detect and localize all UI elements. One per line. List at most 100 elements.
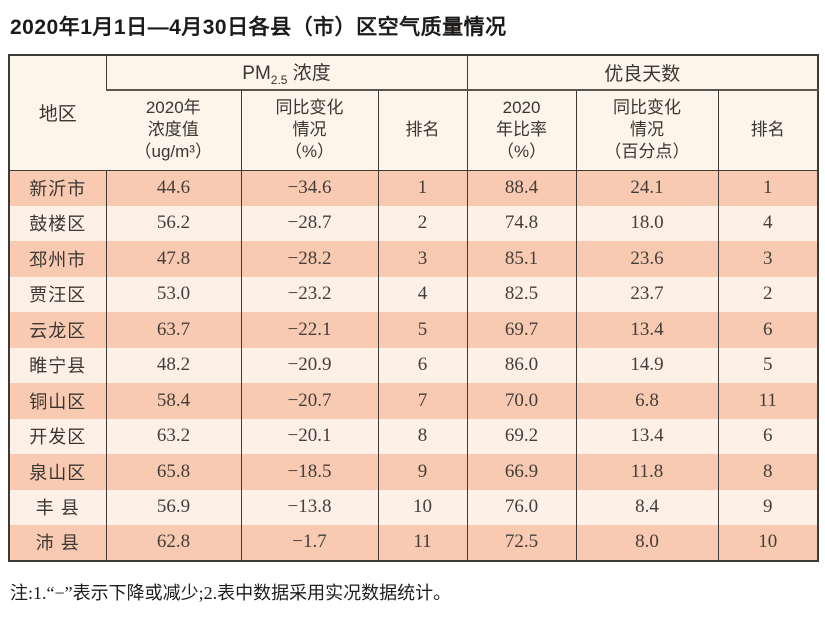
- table-row: 云龙区 63.7 −22.1 5 69.7 13.4 6: [9, 312, 819, 348]
- table-row: 铜山区 58.4 −20.7 7 70.0 6.8 11: [9, 383, 819, 419]
- cell-region: 开发区: [9, 418, 106, 454]
- cell-good-rank: 3: [717, 241, 819, 277]
- cell-good-rank: 8: [717, 454, 819, 490]
- table-row: 开发区 63.2 −20.1 8 69.2 13.4 6: [9, 418, 819, 454]
- cell-good-ratio: 76.0: [466, 489, 577, 525]
- column-header-good-ratio: 2020 年比率 （%）: [466, 90, 577, 171]
- cell-region: 云龙区: [9, 312, 106, 348]
- cell-good-ratio: 72.5: [466, 525, 577, 561]
- table-row: 丰 县 56.9 −13.8 10 76.0 8.4 9: [9, 489, 819, 525]
- cell-region: 丰 县: [9, 489, 106, 525]
- cell-good-change: 23.6: [575, 241, 719, 277]
- cell-pm-value: 56.9: [105, 489, 241, 525]
- cell-pm-change: −13.8: [240, 489, 378, 525]
- table-row: 新沂市 44.6 −34.6 1 88.4 24.1 1: [9, 170, 819, 206]
- cell-pm-rank: 7: [377, 383, 468, 419]
- table-row: 沛 县 62.8 −1.7 11 72.5 8.0 10: [9, 525, 819, 561]
- cell-pm-change: −20.9: [240, 347, 378, 383]
- cell-pm-change: −1.7: [240, 525, 378, 561]
- cell-good-change: 6.8: [575, 383, 719, 419]
- sub-header-row: 2020年 浓度值 （ug/m³） 同比变化 情况 （%） 排名 2020 年比…: [9, 90, 819, 171]
- cell-pm-change: −22.1: [240, 312, 378, 348]
- cell-pm-change: −28.2: [240, 241, 378, 277]
- cell-good-change: 8.0: [575, 525, 719, 561]
- cell-pm-change: −20.1: [240, 418, 378, 454]
- cell-good-rank: 11: [717, 383, 819, 419]
- cell-pm-value: 65.8: [105, 454, 241, 490]
- cell-region: 邳州市: [9, 241, 106, 277]
- cell-good-change: 24.1: [575, 170, 719, 206]
- table-row: 邳州市 47.8 −28.2 3 85.1 23.6 3: [9, 241, 819, 277]
- cell-good-ratio: 74.8: [466, 205, 577, 241]
- cell-region: 贾汪区: [9, 276, 106, 312]
- footnote: 注:1.“−”表示下降或减少;2.表中数据采用实况数据统计。: [10, 582, 452, 603]
- cell-good-rank: 5: [717, 347, 819, 383]
- cell-good-ratio: 88.4: [466, 170, 577, 206]
- cell-pm-value: 56.2: [105, 205, 241, 241]
- cell-good-ratio: 82.5: [466, 276, 577, 312]
- cell-good-change: 23.7: [575, 276, 719, 312]
- cell-pm-rank: 11: [377, 525, 468, 561]
- cell-good-rank: 2: [717, 276, 819, 312]
- cell-pm-rank: 1: [377, 170, 468, 206]
- column-header-good-change: 同比变化 情况 （百分点）: [575, 90, 719, 171]
- cell-good-change: 8.4: [575, 489, 719, 525]
- cell-region: 睢宁县: [9, 347, 106, 383]
- cell-good-rank: 6: [717, 312, 819, 348]
- cell-pm-value: 62.8: [105, 525, 241, 561]
- cell-good-ratio: 69.7: [466, 312, 577, 348]
- cell-good-ratio: 70.0: [466, 383, 577, 419]
- table-row: 睢宁县 48.2 −20.9 6 86.0 14.9 5: [9, 347, 819, 383]
- cell-pm-value: 47.8: [105, 241, 241, 277]
- cell-pm-value: 48.2: [105, 347, 241, 383]
- cell-good-change: 18.0: [575, 205, 719, 241]
- cell-pm-value: 53.0: [105, 276, 241, 312]
- column-header-pm-value: 2020年 浓度值 （ug/m³）: [106, 90, 241, 171]
- group-header-row: 地区 PM2.5 浓度 优良天数: [9, 55, 819, 171]
- cell-pm-change: −18.5: [240, 454, 378, 490]
- cell-good-change: 14.9: [575, 347, 719, 383]
- table-row: 贾汪区 53.0 −23.2 4 82.5 23.7 2: [9, 276, 819, 312]
- cell-good-change: 11.8: [575, 454, 719, 490]
- cell-good-rank: 6: [717, 418, 819, 454]
- cell-good-ratio: 85.1: [466, 241, 577, 277]
- group-header-good-days: 优良天数: [466, 55, 819, 91]
- cell-pm-rank: 4: [377, 276, 468, 312]
- table-row: 泉山区 65.8 −18.5 9 66.9 11.8 8: [9, 454, 819, 490]
- cell-pm-change: −23.2: [240, 276, 378, 312]
- cell-good-change: 13.4: [575, 418, 719, 454]
- cell-pm-change: −34.6: [240, 170, 378, 206]
- column-header-pm-rank: 排名: [377, 90, 468, 171]
- column-header-pm-change: 同比变化 情况 （%）: [240, 90, 378, 171]
- cell-pm-value: 63.7: [105, 312, 241, 348]
- cell-pm-rank: 10: [377, 489, 468, 525]
- cell-good-ratio: 69.2: [466, 418, 577, 454]
- cell-region: 铜山区: [9, 383, 106, 419]
- cell-good-rank: 9: [717, 489, 819, 525]
- column-header-good-rank: 排名: [717, 90, 819, 171]
- cell-pm-rank: 2: [377, 205, 468, 241]
- cell-pm-rank: 3: [377, 241, 468, 277]
- cell-pm-value: 63.2: [105, 418, 241, 454]
- cell-pm-value: 58.4: [105, 383, 241, 419]
- page-title: 2020年1月1日—4月30日各县（市）区空气质量情况: [10, 16, 507, 39]
- cell-pm-change: −28.7: [240, 205, 378, 241]
- cell-region: 鼓楼区: [9, 205, 106, 241]
- cell-good-rank: 4: [717, 205, 819, 241]
- table-row: 鼓楼区 56.2 −28.7 2 74.8 18.0 4: [9, 205, 819, 241]
- cell-pm-rank: 6: [377, 347, 468, 383]
- column-header-region: 地区: [9, 55, 106, 171]
- cell-good-change: 13.4: [575, 312, 719, 348]
- group-header-pm25: PM2.5 浓度: [105, 55, 468, 91]
- cell-good-rank: 10: [717, 525, 819, 561]
- cell-pm-rank: 8: [377, 418, 468, 454]
- cell-pm-rank: 9: [377, 454, 468, 490]
- cell-pm-rank: 5: [377, 312, 468, 348]
- cell-good-rank: 1: [717, 170, 819, 206]
- cell-region: 泉山区: [9, 454, 106, 490]
- cell-good-ratio: 66.9: [466, 454, 577, 490]
- cell-region: 新沂市: [9, 170, 106, 206]
- cell-good-ratio: 86.0: [466, 347, 577, 383]
- air-quality-table: 地区 PM2.5 浓度 优良天数 2020年 浓度值 （ug/m³） 同比变化 …: [8, 54, 820, 562]
- cell-pm-change: −20.7: [240, 383, 378, 419]
